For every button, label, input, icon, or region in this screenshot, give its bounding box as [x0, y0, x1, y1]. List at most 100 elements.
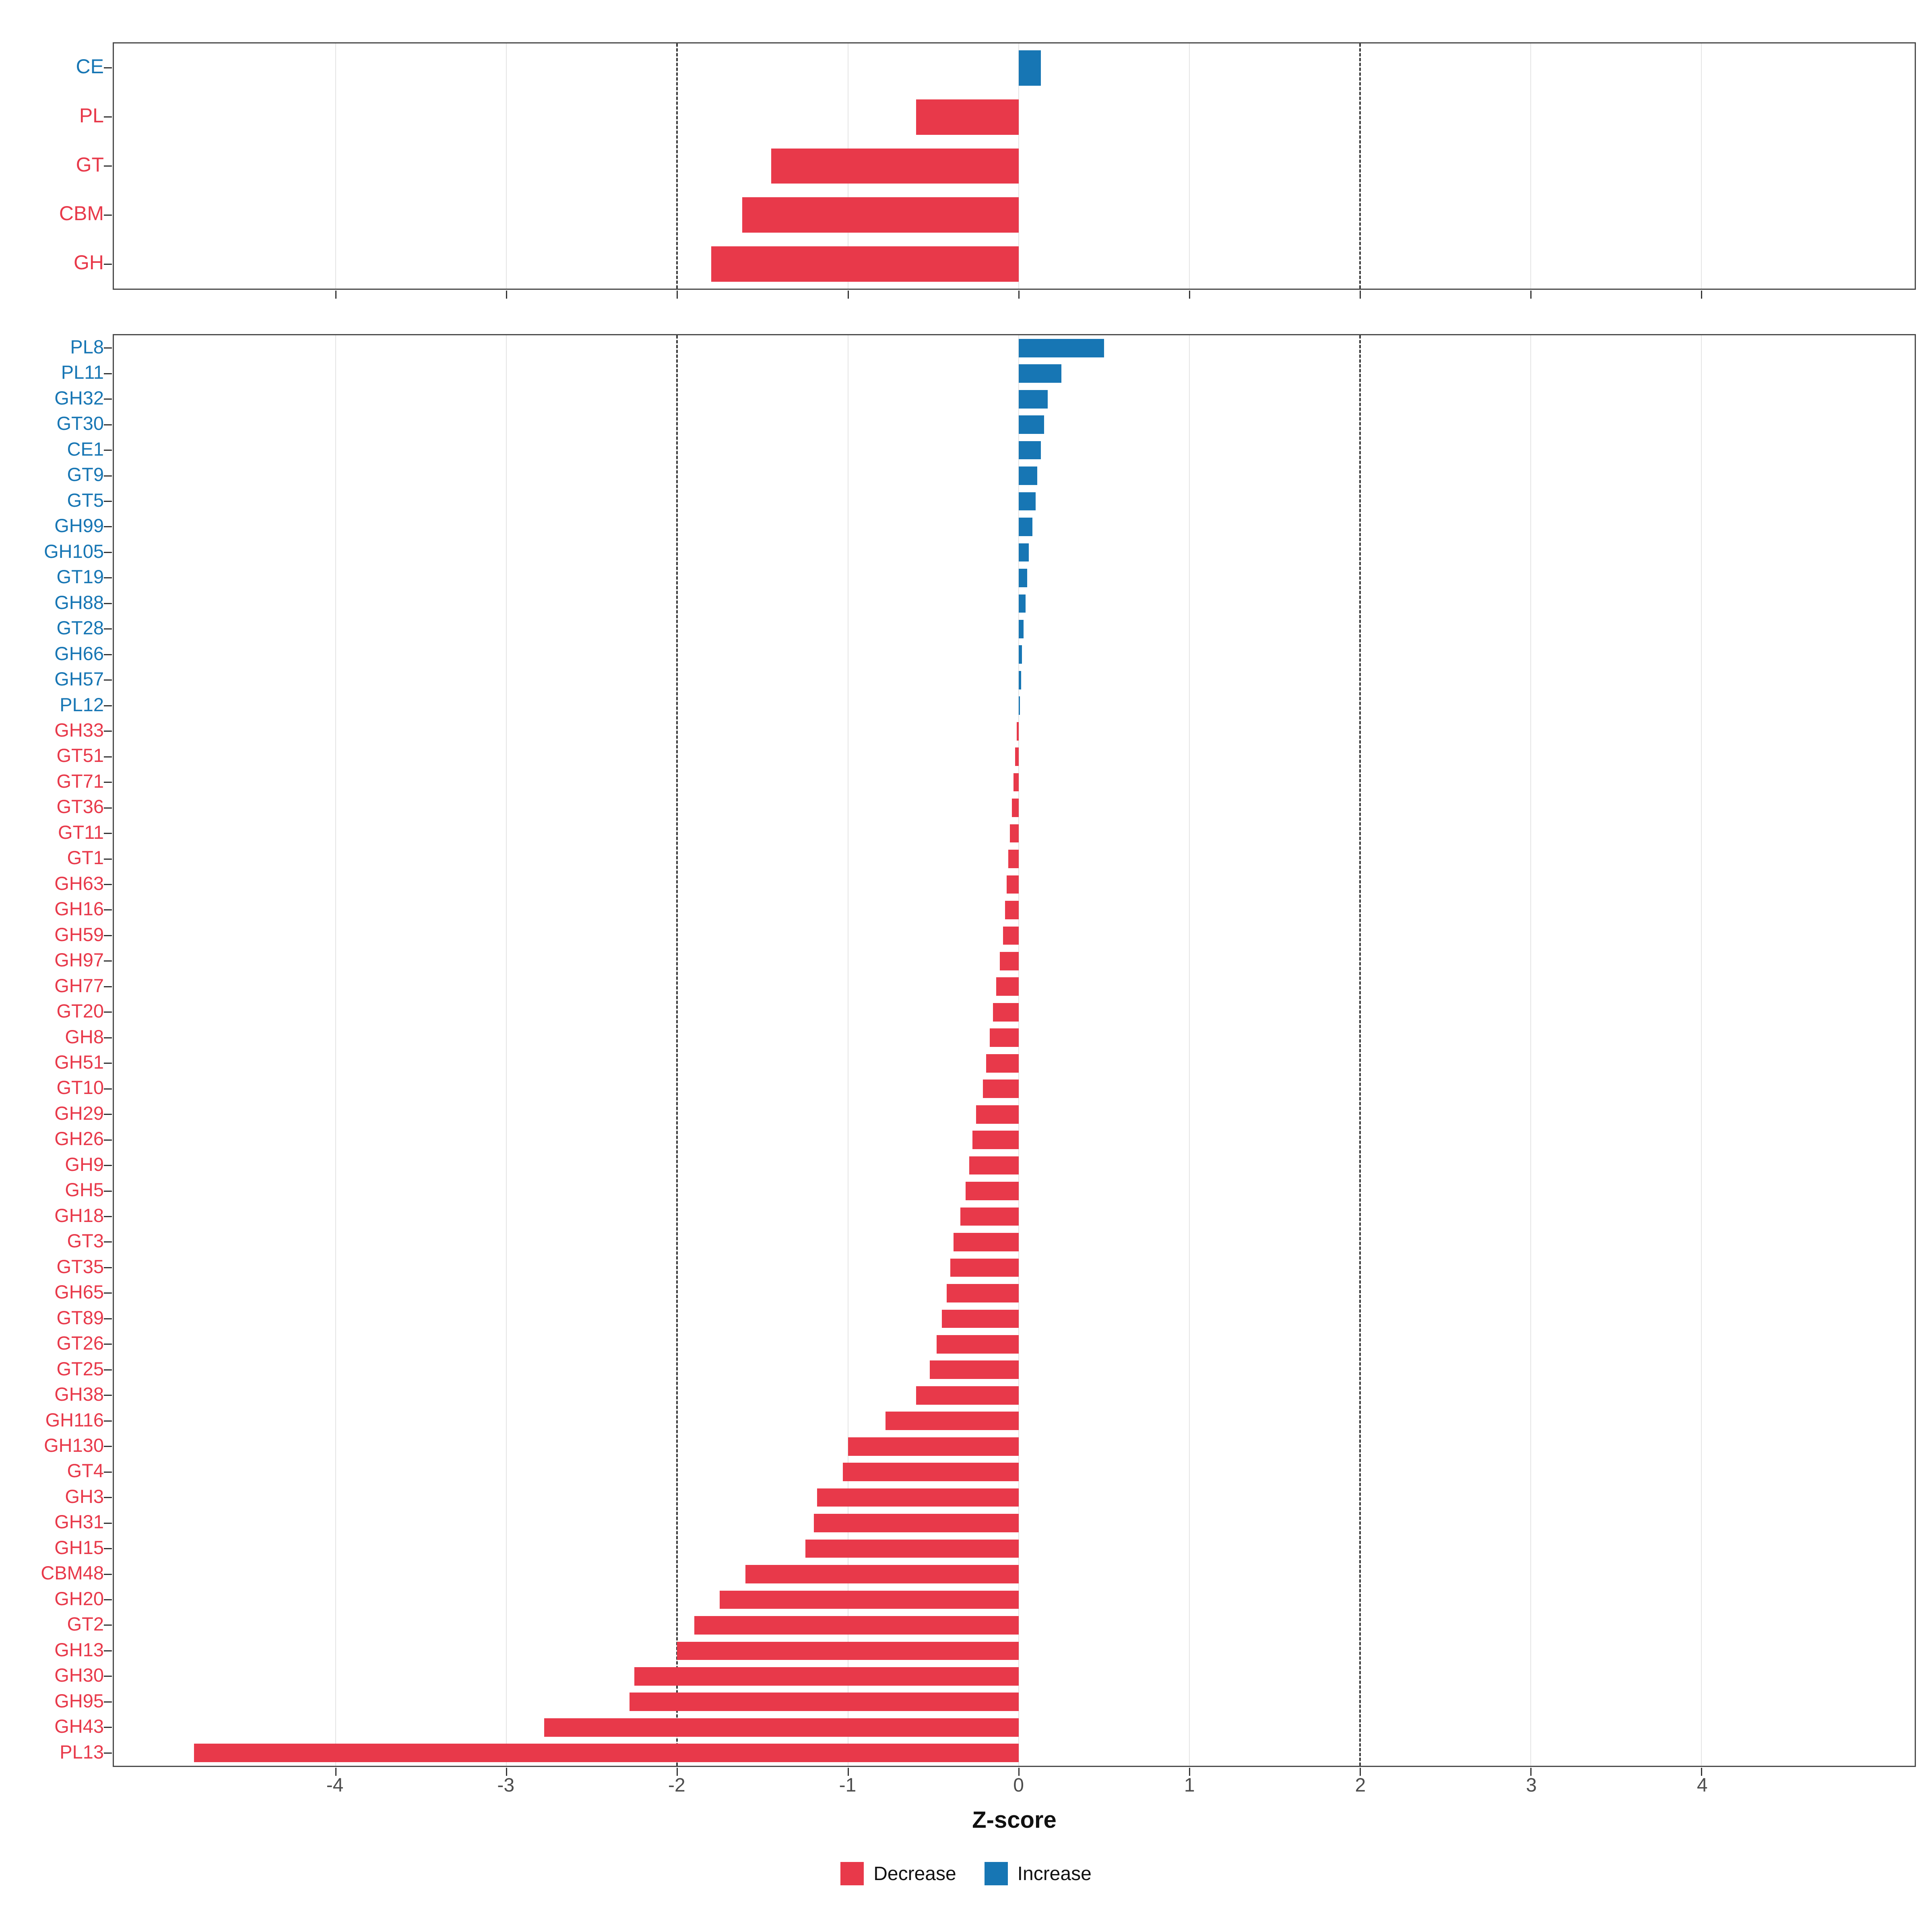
category-label-GH38: GH38: [54, 1383, 104, 1405]
category-label-GT51: GT51: [56, 745, 104, 766]
category-label-GH31: GH31: [54, 1511, 104, 1533]
bar-GH105: [1018, 543, 1029, 562]
bar-GH9: [969, 1156, 1019, 1175]
y-tick-mark: [104, 1063, 112, 1064]
y-tick-mark: [104, 1292, 112, 1294]
y-tick-mark: [104, 577, 112, 579]
category-label-CBM: CBM: [59, 202, 104, 225]
y-tick-mark: [104, 909, 112, 911]
category-label-GH29: GH29: [54, 1102, 104, 1124]
bar-GT25: [930, 1360, 1019, 1379]
bar-GH63: [1006, 875, 1019, 894]
x-tick-mark: [506, 291, 508, 299]
legend-label-decrease: Decrease: [873, 1863, 956, 1885]
category-label-GH16: GH16: [54, 898, 104, 920]
x-tick-label: 0: [1013, 1775, 1024, 1796]
y-tick-mark: [104, 67, 112, 69]
y-tick-mark: [104, 1037, 112, 1038]
bar-GH30: [634, 1667, 1019, 1686]
category-label-GT10: GT10: [56, 1077, 104, 1098]
y-tick-mark: [104, 756, 112, 758]
category-label-GT4: GT4: [67, 1460, 104, 1482]
bar-GT11: [1010, 824, 1019, 843]
category-label-GT19: GT19: [56, 566, 104, 588]
bar-GT36: [1011, 799, 1019, 817]
y-tick-mark: [104, 551, 112, 553]
x-tick-mark: [1189, 1768, 1190, 1776]
legend: Decrease Increase: [0, 1862, 1932, 1885]
gridline: [1018, 43, 1019, 289]
y-tick-mark: [104, 782, 112, 783]
category-label-GH32: GH32: [54, 387, 104, 409]
x-tick-label: -2: [668, 1775, 685, 1796]
y-tick-mark: [104, 1624, 112, 1626]
y-tick-mark: [104, 858, 112, 860]
y-tick-mark: [104, 1318, 112, 1319]
y-tick-mark: [104, 501, 112, 502]
gridline: [1701, 335, 1702, 1766]
gridline: [1018, 335, 1019, 1766]
category-label-GH95: GH95: [54, 1690, 104, 1711]
x-tick-mark: [1530, 1768, 1532, 1776]
y-tick-mark: [104, 628, 112, 630]
y-tick-mark: [104, 1241, 112, 1243]
bar-PL8: [1018, 339, 1104, 357]
bar-GT3: [954, 1233, 1019, 1251]
bar-GT10: [983, 1080, 1019, 1098]
category-label-GT89: GT89: [56, 1307, 104, 1328]
category-label-GT2: GT2: [67, 1613, 104, 1635]
bar-GH95: [629, 1693, 1019, 1711]
gridline: [1530, 43, 1531, 289]
bar-GH13: [677, 1641, 1019, 1660]
legend-item-decrease: Decrease: [840, 1862, 956, 1885]
dashed-reference-line: [676, 335, 678, 1766]
category-label-GH65: GH65: [54, 1281, 104, 1303]
dashed-reference-line: [1359, 43, 1361, 289]
category-label-GT35: GT35: [56, 1255, 104, 1277]
category-label-GT3: GT3: [67, 1230, 104, 1252]
y-tick-mark: [104, 373, 112, 374]
y-tick-mark: [104, 986, 112, 987]
bar-GH3: [817, 1488, 1019, 1507]
x-tick-mark: [1701, 291, 1702, 299]
bar-PL12: [1018, 696, 1020, 715]
x-tick-mark: [847, 291, 849, 299]
y-tick-mark: [104, 935, 112, 936]
gridline: [506, 43, 507, 289]
category-label-PL13: PL13: [60, 1741, 104, 1763]
bar-GT19: [1018, 569, 1027, 587]
bar-GH99: [1018, 518, 1032, 536]
x-tick-label: 2: [1355, 1775, 1366, 1796]
x-tick-label: -1: [839, 1775, 857, 1796]
x-tick-label: 3: [1526, 1775, 1537, 1796]
x-tick-mark: [1701, 1768, 1702, 1776]
bottom-panel: [104, 334, 1916, 1776]
category-label-PL12: PL12: [60, 694, 104, 715]
gridline: [1530, 335, 1531, 1766]
y-tick-mark: [104, 833, 112, 834]
gridline: [335, 335, 336, 1766]
x-axis: -4 -3 -2 -1 0 1 2 3 4: [113, 1774, 1916, 1799]
category-label-GH26: GH26: [54, 1128, 104, 1150]
bar-GH88: [1018, 594, 1026, 613]
bar-GH65: [947, 1284, 1019, 1302]
category-label-GT36: GT36: [56, 796, 104, 817]
y-tick-mark: [104, 1114, 112, 1115]
gridline: [1189, 43, 1190, 289]
y-tick-mark: [104, 1190, 112, 1192]
bar-GH59: [1003, 926, 1019, 945]
bar-GH77: [996, 977, 1019, 996]
y-tick-mark: [104, 1011, 112, 1013]
y-tick-mark: [104, 347, 112, 349]
category-label-GH57: GH57: [54, 668, 104, 690]
bar-CE1: [1018, 441, 1041, 460]
y-tick-mark: [104, 1165, 112, 1166]
bar-GT71: [1013, 773, 1019, 792]
gridline: [506, 335, 507, 1766]
y-tick-mark: [104, 1267, 112, 1268]
bar-GT51: [1015, 747, 1019, 766]
category-label-GT30: GT30: [56, 413, 104, 434]
y-tick-mark: [104, 1088, 112, 1090]
x-axis-title: Z-score: [972, 1807, 1057, 1833]
